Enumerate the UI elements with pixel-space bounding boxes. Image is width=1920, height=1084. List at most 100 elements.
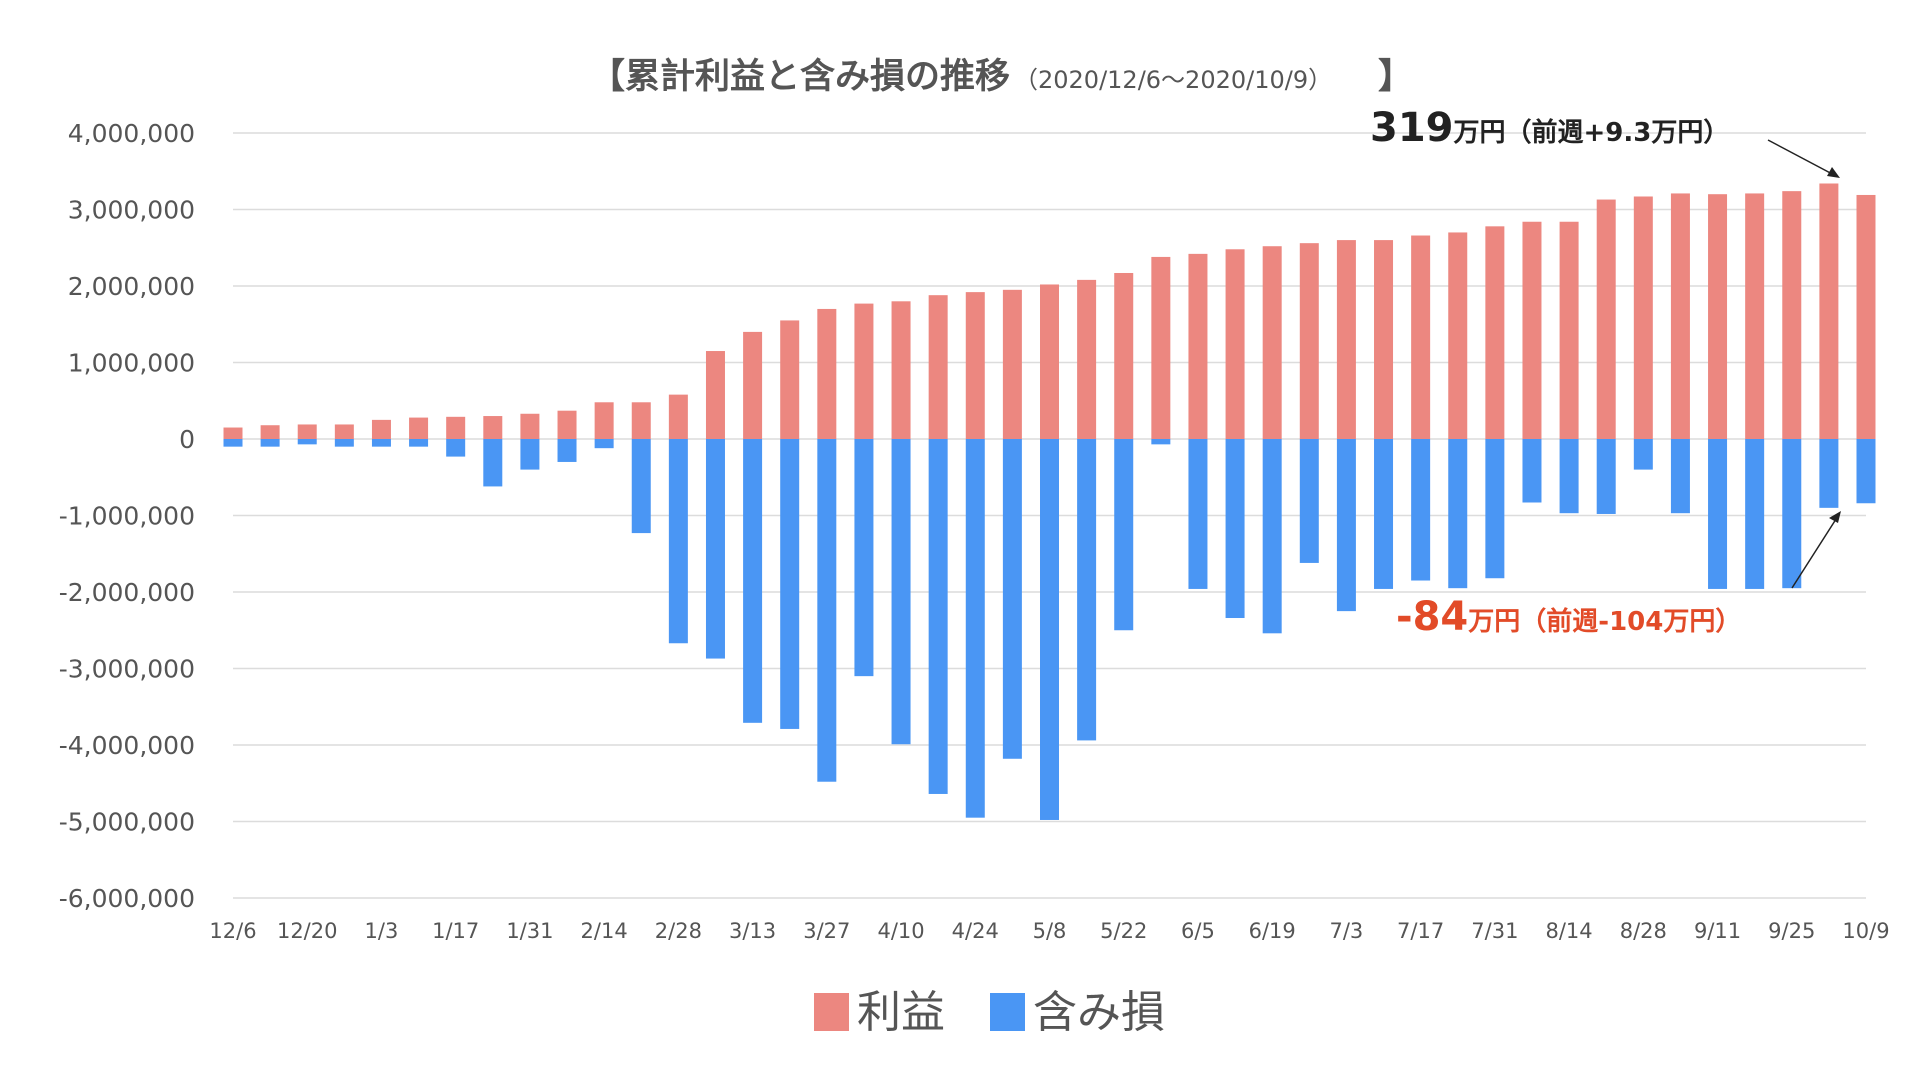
bar-profit <box>1670 193 1690 439</box>
bar-profit <box>817 308 837 439</box>
bar-unrealized-loss <box>520 439 540 470</box>
bar-profit <box>1151 256 1171 439</box>
bar-unrealized-loss <box>446 439 466 457</box>
bar-unrealized-loss <box>1151 439 1171 445</box>
bar-profit <box>668 394 688 439</box>
x-tick-label: 12/20 <box>277 919 338 943</box>
bar-unrealized-loss <box>1708 439 1728 589</box>
bar-unrealized-loss <box>409 439 429 447</box>
legend-swatch-profit <box>814 993 849 1031</box>
bar-profit <box>557 410 577 439</box>
x-tick-label: 12/6 <box>209 919 256 943</box>
bar-unrealized-loss <box>1745 439 1765 589</box>
y-tick-label: -4,000,000 <box>59 731 195 760</box>
bar-profit <box>1411 235 1431 439</box>
bar-unrealized-loss <box>817 439 837 782</box>
bar-profit <box>223 427 243 439</box>
x-tick-label: 5/8 <box>1033 919 1067 943</box>
chart-title-close: 】 <box>1378 57 1413 97</box>
x-tick-label: 2/28 <box>655 919 702 943</box>
bar-profit <box>371 419 391 439</box>
bar-unrealized-loss <box>1336 439 1356 612</box>
bar-unrealized-loss <box>780 439 800 729</box>
annotation-profit-value: 319 <box>1370 105 1454 151</box>
bar-unrealized-loss <box>1485 439 1505 579</box>
bars <box>223 183 1876 820</box>
x-tick-label: 10/9 <box>1842 919 1889 943</box>
bar-profit <box>1225 249 1245 439</box>
y-tick-label: -3,000,000 <box>59 655 195 684</box>
bar-profit <box>409 417 429 439</box>
bar-profit <box>594 402 614 439</box>
legend: 利益 含み損 <box>814 987 1165 1038</box>
bar-unrealized-loss <box>371 439 391 447</box>
x-tick-label: 1/31 <box>506 919 553 943</box>
bar-unrealized-loss <box>1040 439 1059 820</box>
y-axis: 4,000,000 3,000,000 2,000,000 1,000,000 0 -1,… <box>59 119 195 913</box>
bar-profit <box>1782 191 1802 439</box>
y-tick-label: -2,000,000 <box>59 578 195 607</box>
bar-profit <box>1522 221 1542 439</box>
bar-unrealized-loss <box>1448 439 1468 589</box>
bar-unrealized-loss <box>854 439 874 677</box>
bar-unrealized-loss <box>1856 439 1876 504</box>
bar-unrealized-loss <box>1411 439 1431 581</box>
x-tick-label: 7/3 <box>1330 919 1364 943</box>
bar-profit <box>1040 284 1059 439</box>
legend-swatch-unrealized <box>990 993 1025 1031</box>
x-tick-label: 7/31 <box>1471 919 1518 943</box>
annotation-profit-detail: （前週+9.3万円） <box>1506 117 1730 148</box>
bar-unrealized-loss <box>1002 439 1022 759</box>
bar-unrealized-loss <box>1559 439 1579 514</box>
y-tick-label: 1,000,000 <box>68 349 195 378</box>
bar-unrealized-loss <box>1819 439 1839 508</box>
x-tick-label: 6/5 <box>1181 919 1215 943</box>
x-tick-label: 8/14 <box>1546 919 1593 943</box>
annotation-unrealized-detail: （前週-104万円） <box>1520 606 1741 637</box>
y-tick-label: -6,000,000 <box>59 884 195 913</box>
bar-unrealized-loss <box>1670 439 1690 514</box>
bar-profit <box>1485 226 1505 439</box>
legend-label-profit: 利益 <box>857 987 945 1038</box>
bar-profit <box>1336 240 1356 439</box>
bar-profit <box>1856 194 1876 439</box>
annotation-unrealized: -84万円（前週-104万円） <box>1396 511 1841 640</box>
bar-profit <box>1633 196 1653 439</box>
bar-unrealized-loss <box>483 439 503 487</box>
bar-unrealized-loss <box>260 439 280 447</box>
bar-profit <box>1596 199 1616 439</box>
bar-unrealized-loss <box>1596 439 1616 514</box>
x-tick-label: 9/25 <box>1768 919 1815 943</box>
bar-unrealized-loss <box>705 439 725 659</box>
chart-title: 【累計利益と含み損の推移 <box>590 57 1010 97</box>
bar-profit <box>1448 232 1468 439</box>
bar-profit <box>1114 272 1134 439</box>
bar-unrealized-loss <box>334 439 354 447</box>
bar-profit <box>260 425 280 439</box>
bar-unrealized-loss <box>594 439 614 449</box>
chart-title-range: （2020/12/6～2020/10/9） <box>1014 66 1332 94</box>
x-tick-label: 2/14 <box>581 919 628 943</box>
x-tick-label: 4/24 <box>952 919 999 943</box>
bar-profit <box>1188 253 1208 439</box>
bar-unrealized-loss <box>965 439 985 818</box>
x-axis: 12/6 12/20 1/3 1/17 1/31 2/14 2/28 3/13 3/27 4/10… <box>209 919 1889 943</box>
bar-profit <box>1559 221 1579 439</box>
bar-unrealized-loss <box>1299 439 1319 563</box>
x-tick-label: 7/17 <box>1397 919 1444 943</box>
bar-unrealized-loss <box>1633 439 1653 470</box>
bar-unrealized-loss <box>297 439 317 445</box>
bar-profit <box>891 301 911 439</box>
bar-profit <box>631 402 651 439</box>
bar-profit <box>1262 246 1282 439</box>
bar-unrealized-loss <box>928 439 948 794</box>
annotation-unrealized-value: -84 <box>1396 594 1468 640</box>
annotation-unrealized-unit: 万円 <box>1468 607 1520 637</box>
bar-profit <box>1002 289 1022 439</box>
bar-profit <box>780 320 800 439</box>
svg-text:319万円（前週+9.3万円）: 319万円（前週+9.3万円） <box>1370 105 1729 151</box>
bar-profit <box>965 292 985 439</box>
bar-unrealized-loss <box>631 439 651 534</box>
